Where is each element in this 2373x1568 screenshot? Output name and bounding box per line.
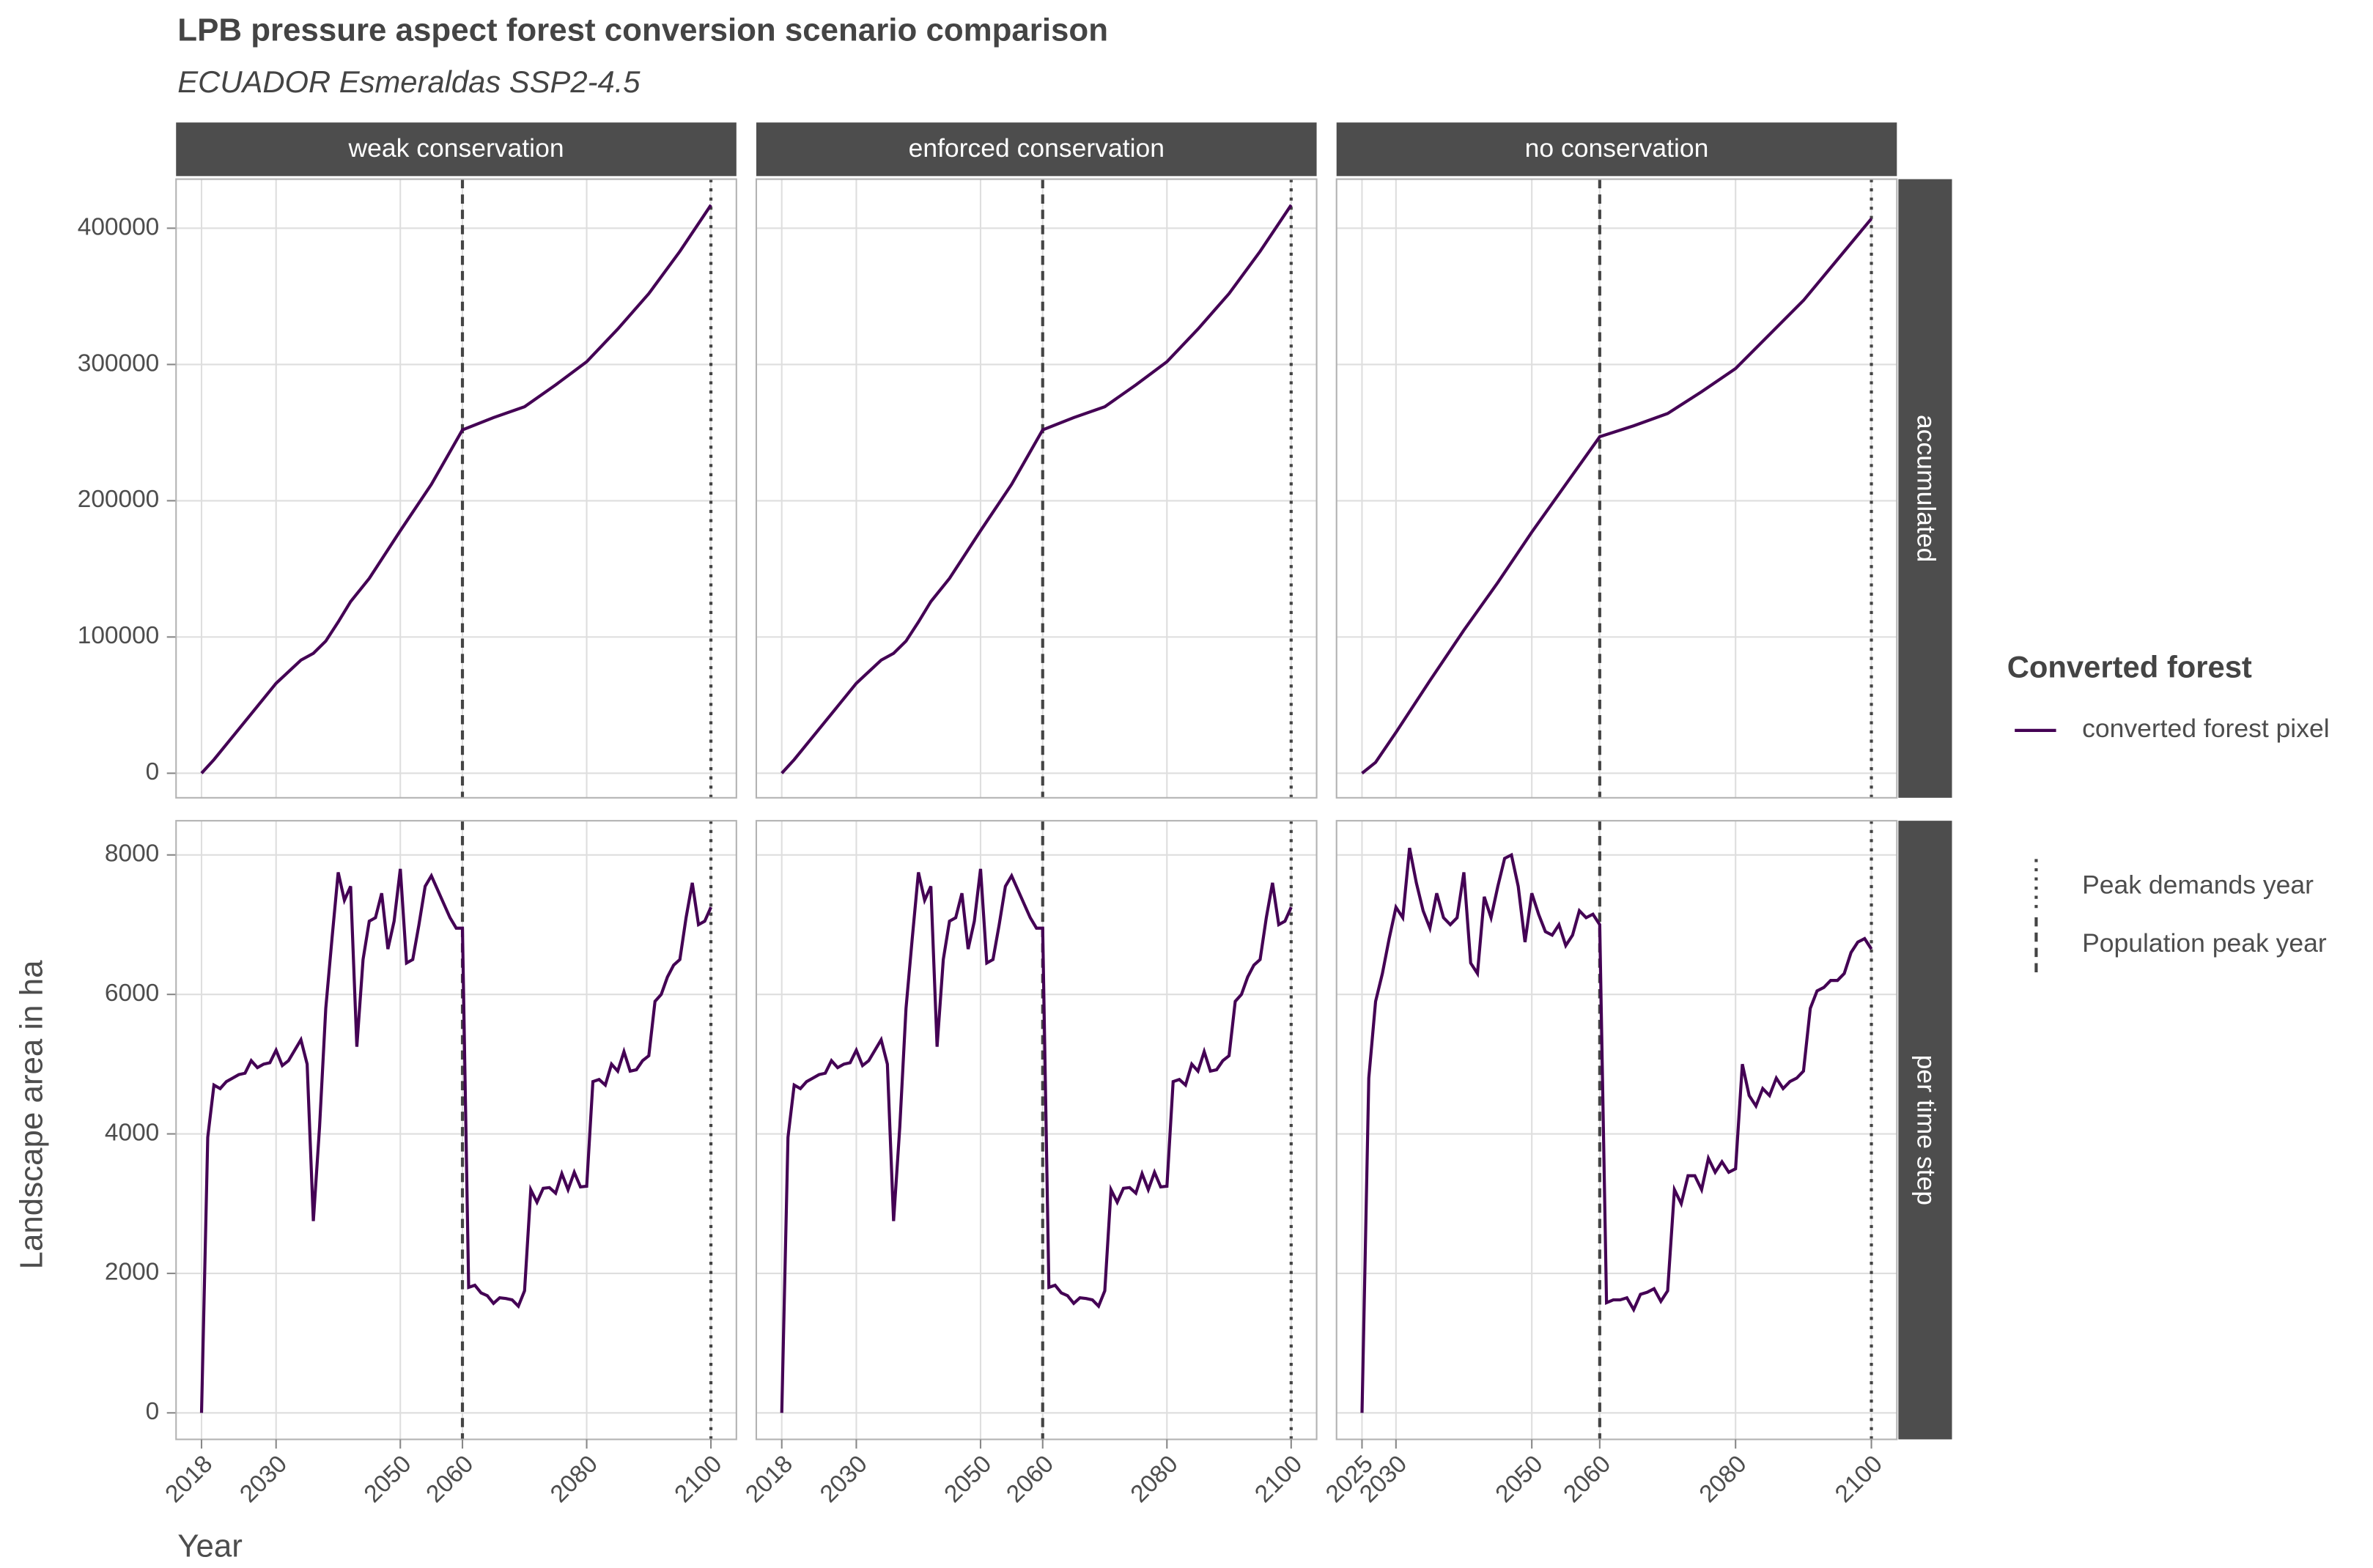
panel-background: [176, 821, 737, 1440]
x-tick-label: 2100: [1830, 1450, 1888, 1508]
y-tick-label: 2000: [105, 1259, 159, 1286]
panel-border: [755, 820, 1318, 1441]
y-tick-label: 8000: [105, 840, 159, 868]
x-tick-label: 2060: [1558, 1450, 1616, 1508]
x-tick-label: 2030: [815, 1450, 873, 1508]
data-line: [780, 204, 1293, 774]
y-tick-label: 0: [146, 758, 160, 785]
legend-label: Population peak year: [2082, 928, 2327, 958]
panel-background: [1336, 821, 1897, 1440]
x-tick-label: 2060: [1001, 1450, 1059, 1508]
x-tick-label: 2060: [421, 1450, 479, 1508]
facet-col-label: enforced conservation: [909, 133, 1165, 163]
panel-border: [1335, 178, 1898, 799]
x-tick-label: 2018: [160, 1450, 218, 1508]
y-tick-label: 300000: [78, 350, 160, 377]
facet-strip: [1898, 179, 1952, 798]
data-line: [1360, 847, 1873, 1413]
x-tick-label: 2080: [1694, 1450, 1752, 1508]
data-line: [199, 868, 712, 1413]
data-line: [780, 868, 1293, 1413]
panel-background: [1336, 179, 1897, 798]
panel-border: [175, 820, 737, 1441]
y-tick-label: 200000: [78, 486, 160, 513]
data-line: [1361, 218, 1873, 774]
chart-subtitle: ECUADOR Esmeraldas SSP2-4.5: [177, 64, 641, 99]
x-axis-title: Year: [177, 1528, 243, 1564]
legend-label: Peak demands year: [2082, 870, 2314, 899]
x-tick-label: 2100: [670, 1450, 728, 1508]
facet-row-label: per time step: [1912, 1055, 1941, 1205]
facet-strip: [756, 122, 1317, 177]
y-axis-title: Landscape area in ha: [14, 960, 50, 1270]
x-tick-label: 2080: [545, 1450, 603, 1508]
panel-border: [175, 178, 737, 799]
facet-col-label: no conservation: [1525, 133, 1709, 163]
facet-col-label: weak conservation: [347, 133, 564, 163]
panel-border: [1335, 820, 1898, 1441]
y-tick-label: 4000: [105, 1119, 159, 1146]
x-tick-label: 2050: [1491, 1450, 1549, 1508]
chart-title: LPB pressure aspect forest conversion sc…: [177, 12, 1108, 48]
facet-strip: [1898, 821, 1952, 1440]
x-tick-label: 2030: [235, 1450, 292, 1508]
y-tick-label: 100000: [78, 622, 160, 649]
x-tick-label: 2050: [359, 1450, 417, 1508]
x-tick-label: 2100: [1250, 1450, 1307, 1508]
facet-strip: [176, 122, 737, 177]
legend-title: Converted forest: [2007, 649, 2252, 684]
data-line: [200, 204, 712, 774]
facet-row-label: accumulated: [1912, 415, 1941, 562]
legend-label: converted forest pixel: [2082, 714, 2330, 743]
panel-background: [176, 179, 737, 798]
panel-background: [756, 821, 1317, 1440]
y-tick-label: 6000: [105, 980, 159, 1007]
x-tick-label: 2080: [1126, 1450, 1184, 1508]
y-tick-label: 400000: [78, 213, 160, 240]
facet-strip: [1336, 122, 1897, 177]
panel-border: [755, 178, 1318, 799]
x-tick-label: 2018: [740, 1450, 798, 1508]
panel-background: [756, 179, 1317, 798]
y-tick-label: 0: [146, 1398, 160, 1425]
x-tick-label: 2050: [940, 1450, 997, 1508]
